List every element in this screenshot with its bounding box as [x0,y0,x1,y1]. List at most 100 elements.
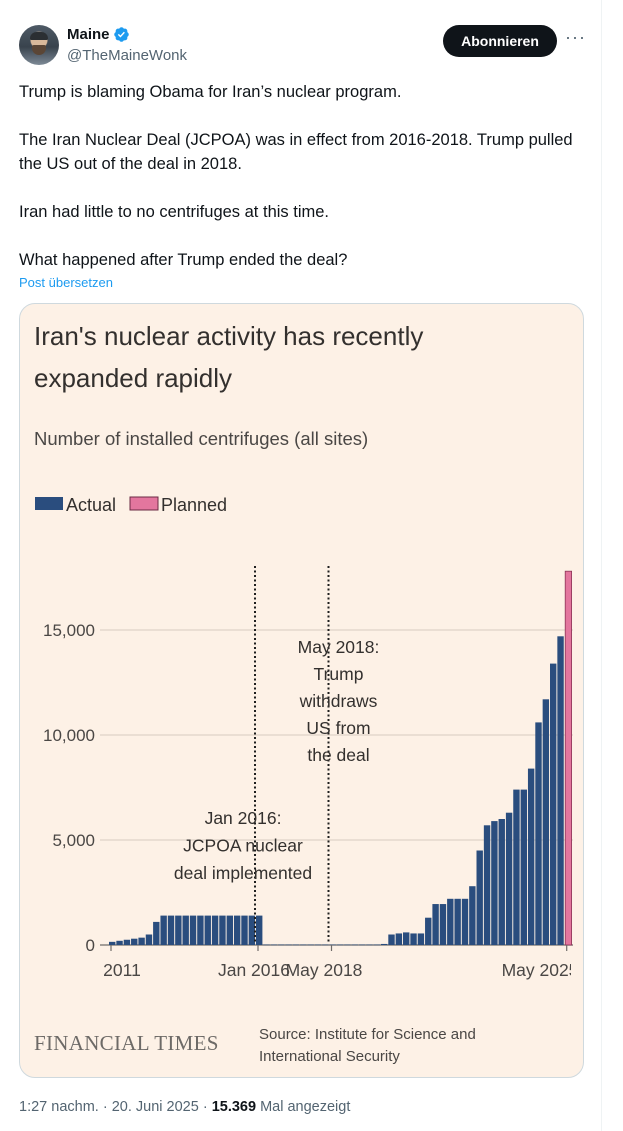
post-date[interactable]: 20. Juni 2025 [111,1099,199,1115]
bar-actual [380,943,388,945]
chart-subtitle: Number of installed centrifuges (all sit… [34,428,368,449]
tweet-paragraph: What happened after Trump ended the deal… [19,251,348,269]
annotation-withdrawal-line: May 2018: [298,637,380,657]
chart-title-line1: Iran's nuclear activity has recently [34,321,423,351]
chart-title-line2: expanded rapidly [34,363,232,393]
annotation-withdrawal-line: the deal [307,745,369,765]
bar-actual [542,699,550,945]
y-tick-label: 10,000 [43,726,95,745]
bar-actual [109,941,116,945]
view-count: 15.369 [211,1099,257,1115]
author-name-line: Maine [67,26,130,43]
more-options-icon[interactable]: ··· [565,27,586,47]
bar-actual [131,938,138,945]
meta-separator: · [202,1099,208,1115]
bar-actual [307,944,314,946]
x-tick-label: May 2018 [286,960,363,980]
chart-source-line2: International Security [259,1048,400,1065]
bar-actual [123,939,131,945]
bar-actual [182,915,189,945]
subscribe-button[interactable]: Abonnieren [443,25,557,57]
y-tick-label: 0 [86,936,95,955]
bar-actual [314,944,322,946]
bar-actual [425,917,432,945]
bar-actual [461,898,469,945]
tweet-meta: 1:27 nachm. · 20. Juni 2025 · 15.369 Mal… [19,1099,350,1115]
bar-actual [248,915,256,945]
bar-actual [550,663,557,945]
bar-actual [226,915,233,945]
bar-actual [388,934,395,945]
bar-actual [285,944,292,946]
author-name[interactable]: Maine [67,26,110,43]
bar-actual [491,821,498,945]
avatar[interactable] [19,25,59,65]
bar-actual [256,915,263,945]
bar-actual [373,944,380,946]
legend-swatch-planned [129,496,159,511]
bar-actual [417,933,425,945]
annotation-jcpoa-line: JCPOA nuclear [183,836,303,856]
bar-actual [520,789,527,945]
bar-actual [454,898,461,945]
bar-actual [395,933,403,945]
bar-actual [527,768,535,945]
annotation-jcpoa-line: deal implemented [174,863,312,883]
x-tick-label: 2011 [103,960,141,980]
bar-actual [204,915,211,945]
bar-actual [322,944,329,946]
bar-actual [175,915,182,945]
bar-actual [219,915,226,945]
bar-actual [233,915,241,945]
meta-separator: · [102,1099,108,1115]
bar-actual [439,904,447,945]
legend-label-planned: Planned [161,495,227,515]
y-tick-label: 5,000 [52,831,95,850]
bar-actual [263,944,270,946]
bar-actual [300,944,307,946]
post-time[interactable]: 1:27 nachm. [19,1099,99,1115]
bar-actual [344,944,351,946]
bar-actual [292,944,300,946]
x-tick-label: Jan 2016 [218,960,290,980]
bar-actual [189,915,197,945]
bar-actual [476,850,483,945]
bar-actual [241,915,248,945]
bar-actual [498,819,505,945]
publisher-logo: FINANCIAL TIMES [34,1031,219,1055]
bar-actual [160,915,167,945]
bar-actual [153,921,160,945]
tweet-paragraph: Iran had little to no centrifuges at thi… [19,203,329,221]
translate-link[interactable]: Post übersetzen [19,275,113,290]
chart: Iran's nuclear activity has recently exp… [34,321,573,1065]
legend-swatch-actual [35,497,63,510]
author-handle[interactable]: @TheMaineWonk [67,47,187,64]
tweet-paragraph: Trump is blaming Obama for Iran’s nuclea… [19,83,402,101]
bar-actual [505,812,513,945]
bar-actual [483,825,491,945]
bar-actual [469,886,476,945]
bar-actual [432,904,439,945]
bar-actual [167,915,175,945]
bar-actual [270,944,278,946]
tweet-paragraph: The Iran Nuclear Deal (JCPOA) was in eff… [19,131,573,173]
timeline-border [601,0,602,1131]
verified-badge-icon [113,27,129,42]
bar-planned [564,570,573,946]
bar-actual [403,932,410,945]
media-image[interactable]: Iran's nuclear activity has recently exp… [19,303,584,1078]
chart-source-line1: Source: Institute for Science and [259,1026,476,1043]
bar-actual [197,915,204,945]
bar-actual [329,944,336,946]
bar-actual [278,944,285,946]
legend-label-actual: Actual [66,495,116,515]
bar-actual [557,636,564,945]
bar-actual [535,722,542,945]
bar-actual [447,898,454,945]
annotation-withdrawal-line: Trump [314,664,364,684]
bar-actual [513,789,520,945]
bar-actual [366,944,373,946]
annotation-withdrawal-line: US from [306,718,370,738]
tweet-header: Maine @TheMaineWonk Abonnieren ··· [19,22,591,68]
bar-actual [336,944,344,946]
